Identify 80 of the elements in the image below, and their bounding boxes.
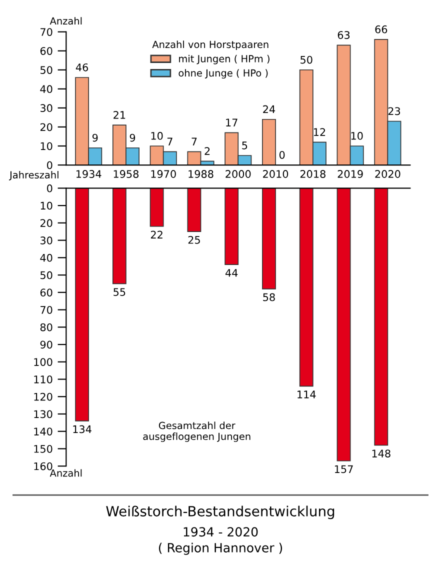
y-tick-label: 60 (40, 47, 52, 55)
x-tick-label: 2019 (338, 170, 363, 178)
y-tick-label: 150 (34, 444, 52, 453)
bar (224, 188, 239, 266)
x-tick-label: 1988 (188, 170, 214, 178)
y-tick-label: 40 (40, 85, 52, 94)
data-label: 50 (300, 56, 312, 64)
y-tick-label: 0 (47, 184, 52, 192)
data-label: 24 (263, 105, 276, 114)
bar (336, 188, 351, 462)
text: 1934 - 2020 ( Region Hannover ) (158, 527, 282, 555)
x-tick-label: 1934 (76, 170, 102, 178)
x-tick-label: 1958 (114, 170, 139, 178)
data-label: 21 (114, 111, 126, 119)
y-tick-label: 70 (40, 306, 52, 314)
legend-label: mit Jungen ( HPm ) (179, 54, 270, 64)
bar (374, 188, 388, 446)
x-tick-label: 2018 (300, 170, 326, 178)
y-tick-label: 160 (34, 462, 52, 470)
data-label: 134 (73, 425, 92, 434)
data-label: 2 (204, 147, 210, 155)
data-label: 10 (351, 132, 363, 140)
y-tick-label: 110 (34, 375, 52, 384)
y-tick-label: 140 (34, 428, 52, 436)
y-tick-label: 20 (40, 219, 52, 228)
y-tick-label: 50 (40, 66, 52, 74)
x-axis-title: Jahreszahl (9, 171, 58, 180)
x-tick-label: 2000 (226, 170, 251, 178)
data-label: 9 (92, 134, 98, 142)
x-tick-label: 2010 (263, 170, 288, 178)
annotation: Gesamtzahl der ausgeflogenen Jungen (143, 422, 250, 442)
y-tick-label: 60 (40, 288, 52, 296)
data-label: 0 (279, 150, 285, 159)
bar (75, 188, 90, 422)
y-tick-label: 100 (34, 358, 52, 366)
data-label: 7 (192, 138, 197, 146)
bar (187, 188, 202, 232)
data-label: 114 (298, 390, 316, 398)
bar (150, 188, 164, 227)
y-tick-label: 120 (34, 392, 52, 401)
data-label: 10 (151, 132, 163, 140)
y-tick-label: 130 (34, 410, 52, 418)
legend-title: Anzahl von Horstpaaren (152, 40, 268, 50)
data-label: 22 (150, 230, 162, 238)
y-tick-label: 20 (40, 123, 52, 132)
y-tick-label: 10 (40, 142, 52, 150)
bar (299, 188, 314, 387)
y-axis-title: Anzahl (50, 17, 82, 25)
bar (262, 118, 276, 166)
data-label: 44 (225, 269, 238, 277)
data-label: 9 (130, 134, 136, 142)
y-axis-title: Anzahl (50, 469, 82, 477)
data-label: 12 (314, 128, 326, 136)
y-tick-label: 30 (40, 104, 52, 112)
y-tick-label: 10 (40, 202, 52, 210)
data-label: 157 (334, 465, 353, 474)
text: Weißstorch-Bestandsentwicklung (106, 506, 334, 520)
bar (112, 188, 126, 284)
y-tick-label: 80 (40, 323, 52, 332)
data-label: 55 (114, 288, 126, 296)
x-tick-label: 1970 (151, 170, 176, 178)
data-label: 7 (167, 138, 172, 146)
y-tick-label: 30 (40, 236, 52, 244)
x-tick-label: 2020 (375, 170, 400, 178)
data-label: 148 (372, 450, 390, 458)
data-label: 63 (338, 31, 350, 39)
y-tick-label: 90 (40, 340, 52, 349)
y-tick-label: 70 (40, 28, 52, 36)
data-label: 5 (242, 142, 248, 150)
y-tick-label: 0 (47, 161, 52, 170)
data-label: 66 (375, 25, 388, 34)
data-label: 25 (188, 236, 200, 244)
data-label: 58 (263, 293, 275, 302)
data-label: 23 (388, 107, 400, 116)
y-tick-label: 50 (40, 271, 52, 280)
legend-label: ohne Junge ( HPo ) (178, 69, 268, 79)
y-tick-label: 40 (40, 254, 52, 262)
bar (262, 188, 276, 290)
data-label: 46 (76, 63, 88, 72)
data-label: 17 (226, 118, 238, 126)
